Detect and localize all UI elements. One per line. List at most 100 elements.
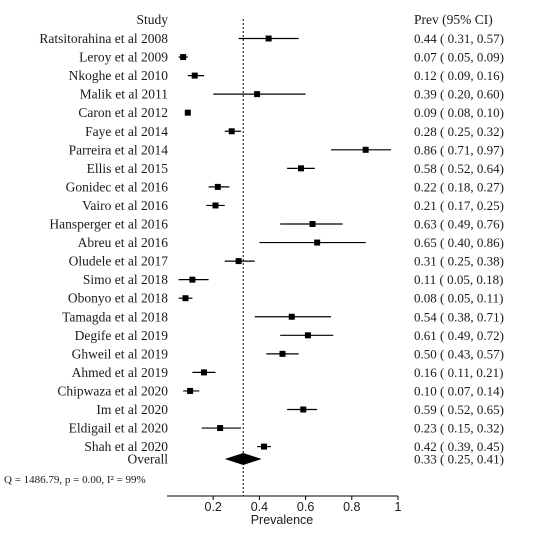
point-estimate xyxy=(235,258,242,265)
point-estimate xyxy=(304,332,311,339)
x-tick-label: 0.4 xyxy=(251,500,268,514)
point-estimate xyxy=(184,109,191,116)
study-row: Ahmed et al 2019 0.16 ( 0.11, 0.21) xyxy=(72,365,504,380)
study-row: Oludele et al 2017 0.31 ( 0.25, 0.38) xyxy=(69,254,504,269)
prev-ci-value: 0.12 ( 0.09, 0.16) xyxy=(414,68,504,83)
point-estimate xyxy=(187,387,194,394)
study-name: Faye et al 2014 xyxy=(85,124,168,139)
prev-ci-value: 0.31 ( 0.25, 0.38) xyxy=(414,254,504,269)
study-row: Leroy et al 2009 0.07 ( 0.05, 0.09) xyxy=(79,50,504,65)
x-axis-ticks: 0.2 0.4 0.6 0.8 1 xyxy=(205,496,402,514)
x-tick-label: 0.6 xyxy=(297,500,314,514)
point-estimate xyxy=(309,221,316,227)
study-name: Ellis et al 2015 xyxy=(87,161,169,176)
study-rows: Ratsitorahina et al 2008 0.44 ( 0.31, 0.5… xyxy=(39,31,504,454)
point-estimate xyxy=(261,443,268,450)
study-row: Caron et al 2012 0.09 ( 0.08, 0.10) xyxy=(78,105,504,120)
prev-ci-value: 0.09 ( 0.08, 0.10) xyxy=(414,105,504,120)
study-row: Im et al 2020 0.59 ( 0.52, 0.65) xyxy=(96,402,504,417)
overall-prev-ci-value: 0.33 ( 0.25, 0.41) xyxy=(414,452,504,467)
study-name: Oludele et al 2017 xyxy=(69,254,169,269)
study-row: Faye et al 2014 0.28 ( 0.25, 0.32) xyxy=(85,124,504,139)
point-estimate xyxy=(300,406,307,413)
study-name: Tamagda et al 2018 xyxy=(62,309,168,324)
study-name: Malik et al 2011 xyxy=(80,87,168,102)
study-name: Ratsitorahina et al 2008 xyxy=(39,31,168,46)
study-name: Gonidec et al 2016 xyxy=(66,179,169,194)
study-name: Hansperger et al 2016 xyxy=(49,217,168,232)
prev-ci-value: 0.11 ( 0.05, 0.18) xyxy=(414,272,503,287)
study-name: Parreira et al 2014 xyxy=(69,142,169,157)
prev-ci-value: 0.58 ( 0.52, 0.64) xyxy=(414,161,504,176)
x-axis-label: Prevalence xyxy=(251,513,314,527)
study-row: Ghweil et al 2019 0.50 ( 0.43, 0.57) xyxy=(72,346,504,361)
study-header: Study xyxy=(136,12,168,27)
point-estimate xyxy=(254,91,261,98)
study-row: Hansperger et al 2016 0.63 ( 0.49, 0.76) xyxy=(49,217,504,232)
point-estimate xyxy=(214,183,221,190)
study-row: Simo et al 2018 0.11 ( 0.05, 0.18) xyxy=(83,272,504,287)
study-name: Vairo et al 2016 xyxy=(82,198,168,213)
prev-ci-value: 0.63 ( 0.49, 0.76) xyxy=(414,217,504,232)
x-tick-label: 0.2 xyxy=(205,500,222,514)
study-row: Vairo et al 2016 0.21 ( 0.17, 0.25) xyxy=(82,198,504,213)
prev-ci-value: 0.65 ( 0.40, 0.86) xyxy=(414,235,504,250)
point-estimate xyxy=(200,369,207,376)
prev-ci-value: 0.44 ( 0.31, 0.57) xyxy=(414,31,504,46)
prev-ci-value: 0.86 ( 0.71, 0.97) xyxy=(414,142,504,157)
study-row: Chipwaza et al 2020 0.10 ( 0.07, 0.14) xyxy=(57,383,504,398)
point-estimate xyxy=(212,202,219,209)
prev-ci-value: 0.59 ( 0.52, 0.65) xyxy=(414,402,504,417)
prev-ci-value: 0.61 ( 0.49, 0.72) xyxy=(414,328,504,343)
point-estimate xyxy=(228,128,235,135)
prev-header: Prev (95% CI) xyxy=(414,12,493,27)
prev-ci-value: 0.22 ( 0.18, 0.27) xyxy=(414,179,504,194)
study-row: Malik et al 2011 0.39 ( 0.20, 0.60) xyxy=(80,87,504,102)
study-row: Ratsitorahina et al 2008 0.44 ( 0.31, 0.5… xyxy=(39,31,504,46)
study-name: Leroy et al 2009 xyxy=(79,50,168,65)
point-estimate xyxy=(297,165,304,172)
study-row: Abreu et al 2016 0.65 ( 0.40, 0.86) xyxy=(78,235,504,250)
point-estimate xyxy=(279,350,286,357)
point-estimate xyxy=(182,295,189,302)
study-name: Caron et al 2012 xyxy=(78,105,168,120)
heterogeneity-stats: Q = 1486.79, p = 0.00, I² = 99% xyxy=(4,474,146,486)
prev-ci-value: 0.23 ( 0.15, 0.32) xyxy=(414,421,504,436)
prev-ci-value: 0.50 ( 0.43, 0.57) xyxy=(414,346,504,361)
study-row: Nkoghe et al 2010 0.12 ( 0.09, 0.16) xyxy=(69,68,504,83)
point-estimate xyxy=(217,425,224,432)
study-row: Ellis et al 2015 0.58 ( 0.52, 0.64) xyxy=(87,161,504,176)
prev-ci-value: 0.16 ( 0.11, 0.21) xyxy=(414,365,503,380)
point-estimate xyxy=(265,35,272,42)
point-estimate xyxy=(314,239,321,246)
point-estimate xyxy=(189,276,196,283)
prev-ci-value: 0.08 ( 0.05, 0.11) xyxy=(414,291,503,306)
study-name: Abreu et al 2016 xyxy=(78,235,169,250)
point-estimate xyxy=(180,54,187,61)
prev-ci-value: 0.28 ( 0.25, 0.32) xyxy=(414,124,504,139)
study-name: Obonyo et al 2018 xyxy=(68,291,168,306)
study-name: Eldigail et al 2020 xyxy=(69,421,169,436)
study-row: Eldigail et al 2020 0.23 ( 0.15, 0.32) xyxy=(69,421,504,436)
study-row: Tamagda et al 2018 0.54 ( 0.38, 0.71) xyxy=(62,309,504,324)
prev-ci-value: 0.39 ( 0.20, 0.60) xyxy=(414,87,504,102)
point-estimate xyxy=(362,146,369,153)
overall-row: Overall 0.33 ( 0.25, 0.41) xyxy=(128,452,504,467)
prev-ci-value: 0.07 ( 0.05, 0.09) xyxy=(414,50,504,65)
x-tick-label: 0.8 xyxy=(343,500,360,514)
point-estimate xyxy=(191,72,198,79)
prev-ci-value: 0.21 ( 0.17, 0.25) xyxy=(414,198,504,213)
point-estimate xyxy=(288,313,295,320)
study-row: Degife et al 2019 0.61 ( 0.49, 0.72) xyxy=(75,328,504,343)
study-name: Chipwaza et al 2020 xyxy=(57,383,168,398)
study-row: Gonidec et al 2016 0.22 ( 0.18, 0.27) xyxy=(66,179,504,194)
overall-label: Overall xyxy=(128,452,169,467)
study-row: Shah et al 2020 0.42 ( 0.39, 0.45) xyxy=(84,439,504,454)
prev-ci-value: 0.10 ( 0.07, 0.14) xyxy=(414,383,504,398)
prev-ci-value: 0.42 ( 0.39, 0.45) xyxy=(414,439,504,454)
study-name: Simo et al 2018 xyxy=(83,272,168,287)
study-row: Parreira et al 2014 0.86 ( 0.71, 0.97) xyxy=(69,142,504,157)
study-name: Ahmed et al 2019 xyxy=(72,365,169,380)
study-row: Obonyo et al 2018 0.08 ( 0.05, 0.11) xyxy=(68,291,504,306)
study-name: Nkoghe et al 2010 xyxy=(69,68,169,83)
